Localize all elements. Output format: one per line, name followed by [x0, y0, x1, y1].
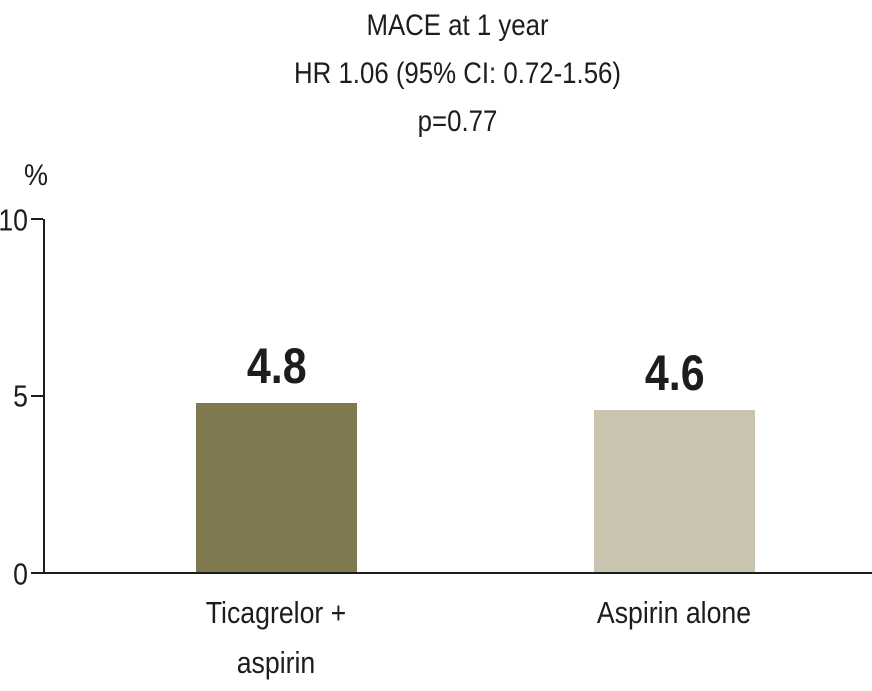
y-tick-mark-5	[31, 395, 43, 397]
plot-area: 4.8 4.6	[45, 219, 870, 572]
x-category-label-line-2: aspirin	[236, 645, 316, 680]
chart-title: MACE at 1 year HR 1.06 (95% CI: 0.72-1.5…	[43, 2, 872, 146]
y-axis-line	[43, 219, 45, 574]
bar-value-label-aspirin-alone: 4.6	[644, 344, 705, 401]
x-category-label-aspirin-alone: Aspirin alone	[514, 588, 834, 638]
y-tick-mark-0	[31, 572, 43, 574]
bar-value-label-ticagrelor-aspirin: 4.8	[246, 337, 307, 394]
chart-title-line-3: p=0.77	[417, 105, 498, 138]
y-axis-unit-label: %	[24, 159, 49, 192]
chart-title-line-2: HR 1.06 (95% CI: 0.72-1.56)	[294, 57, 621, 90]
bar-aspirin-alone	[594, 409, 755, 572]
x-category-label-ticagrelor-aspirin: Ticagrelor + aspirin	[116, 588, 436, 688]
bar-ticagrelor-aspirin	[196, 402, 357, 572]
y-tick-label-0: 0	[13, 556, 28, 592]
x-axis-line	[43, 572, 872, 574]
bar-group-aspirin-alone: 4.6	[594, 348, 755, 572]
y-tick-mark-10	[31, 218, 43, 220]
bar-group-ticagrelor-aspirin: 4.8	[196, 341, 357, 572]
chart-title-line-1: MACE at 1 year	[366, 9, 549, 42]
y-tick-label-5: 5	[13, 378, 28, 414]
x-category-label-line-1: Aspirin alone	[596, 595, 752, 630]
x-category-label-line-1: Ticagrelor +	[205, 595, 347, 630]
y-tick-label-10: 10	[0, 202, 28, 238]
